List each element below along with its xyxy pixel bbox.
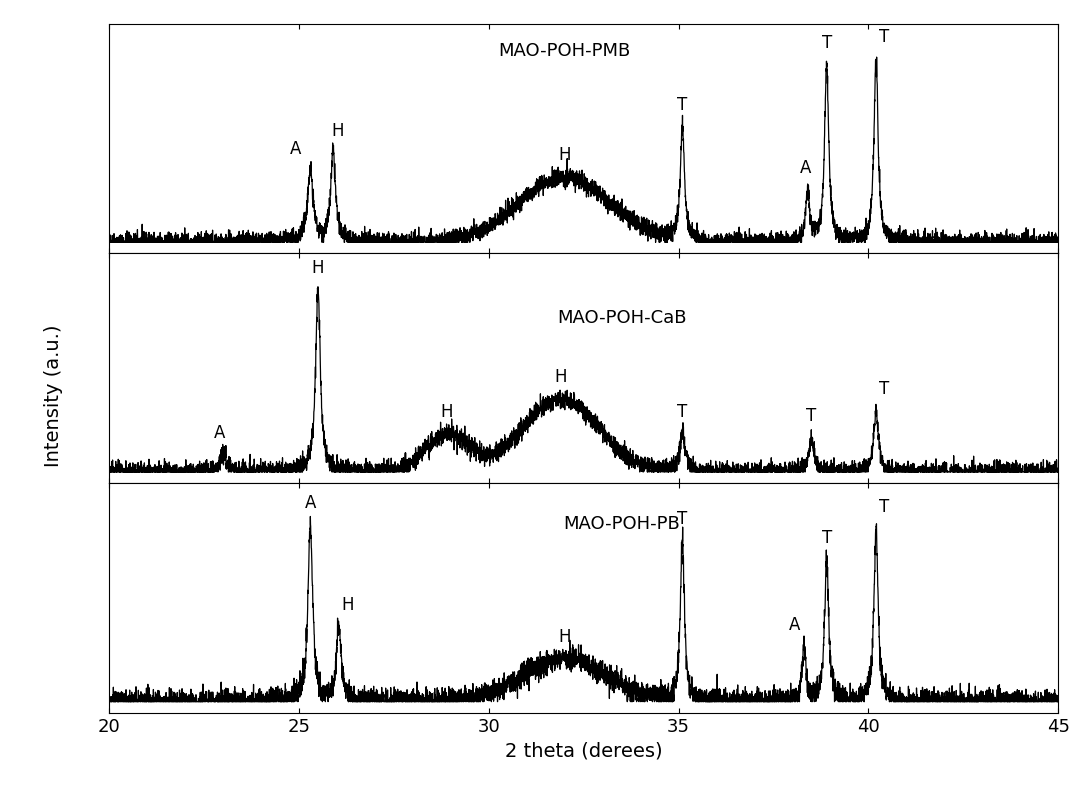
Text: T: T [678,402,687,421]
Text: Intensity (a.u.): Intensity (a.u.) [44,325,62,467]
Text: H: H [554,368,567,386]
Text: MAO-POH-PB: MAO-POH-PB [563,516,680,534]
Text: A: A [800,159,812,177]
Text: H: H [559,627,571,645]
Text: H: H [312,259,324,277]
Text: H: H [559,146,571,164]
Text: T: T [822,34,831,51]
Text: A: A [304,494,316,512]
Text: A: A [789,615,800,634]
Text: A: A [214,424,225,442]
Text: MAO-POH-PMB: MAO-POH-PMB [499,42,631,60]
Text: H: H [332,122,344,139]
Text: H: H [340,596,353,614]
Text: MAO-POH-CaB: MAO-POH-CaB [556,309,686,327]
Text: T: T [678,510,687,527]
Text: A: A [290,140,301,158]
Text: T: T [822,529,831,547]
Text: T: T [879,498,889,516]
Text: H: H [441,402,453,421]
Text: T: T [879,379,889,398]
X-axis label: 2 theta (derees): 2 theta (derees) [505,741,662,760]
Text: T: T [806,406,816,425]
Text: T: T [678,96,687,113]
Text: T: T [879,29,889,46]
